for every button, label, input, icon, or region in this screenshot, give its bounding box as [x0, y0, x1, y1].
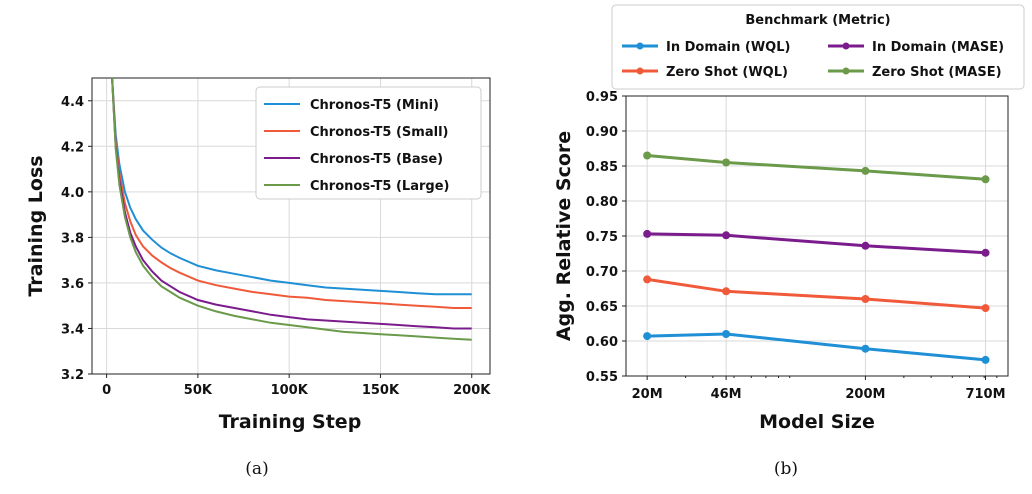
data-point-in-domain-mase- [643, 229, 652, 238]
legend-marker [842, 42, 850, 50]
y-axis-label: Training Loss [25, 155, 47, 296]
data-point-zero-shot-wql- [861, 295, 870, 303]
plot-area-frame [91, 77, 491, 375]
data-point-in-domain-wql- [861, 344, 870, 353]
legend-label: Zero Shot (MASE) [872, 65, 1002, 80]
y-tick-label: 4.0 [61, 186, 84, 201]
caption-b: (b) [774, 459, 798, 479]
legend: Benchmark (Metric) In Domain (WQL) Zero S… [611, 4, 1025, 90]
legend-label: Chronos-T5 (Base) [310, 152, 443, 167]
x-axis-label: Training Step [219, 411, 362, 433]
y-axis-label: Agg. Relative Score [553, 131, 575, 341]
series-line-chronos-t5-small- [111, 78, 472, 309]
y-tick-label: 0.80 [586, 195, 618, 210]
legend-label: Chronos-T5 (Large) [310, 179, 449, 194]
series-line-in-domain-wql- [647, 332, 986, 362]
legend-label: In Domain (WQL) [666, 40, 790, 55]
data-point-in-domain-mase- [861, 241, 870, 250]
y-tick-label: 0.95 [586, 90, 618, 105]
y-tick-label: 3.4 [61, 322, 84, 337]
series-line-chronos-t5-mini- [111, 78, 472, 296]
y-tick-label: 0.55 [586, 370, 618, 385]
y-tick-label: 0.75 [586, 230, 618, 245]
y-tick-label: 3.8 [61, 231, 84, 246]
legend: Chronos-T5 (Mini) Chronos-T5 (Small) Chron… [255, 86, 482, 200]
y-tick-label: 4.2 [61, 140, 84, 155]
y-tick-label: 0.65 [586, 300, 618, 315]
x-tick-label: 200K [453, 383, 491, 398]
data-point-in-domain-mase- [722, 231, 731, 240]
x-tick-label: 20M [632, 387, 663, 402]
x-tick-label: 710M [965, 387, 1005, 402]
y-tick-label: 3.6 [61, 277, 84, 292]
data-point-zero-shot-mase- [981, 175, 990, 184]
caption-a: (a) [245, 459, 268, 479]
y-tick-label: 0.90 [586, 125, 618, 140]
legend-marker [636, 67, 644, 75]
model-size-chart: 20M 46M 200M 710M 0.55 0.60 0.65 0.70 0.75 0.80 0.… [553, 4, 1025, 479]
data-point-zero-shot-mase- [643, 151, 652, 160]
y-tick-label: 0.70 [586, 265, 618, 280]
legend-label: Chronos-T5 (Mini) [310, 98, 439, 113]
legend-marker [636, 42, 644, 50]
data-point-zero-shot-wql- [722, 287, 731, 296]
series-line-zero-shot-mase- [647, 154, 986, 181]
legend-title: Benchmark (Metric) [745, 13, 890, 28]
data-point-zero-shot-mase- [722, 158, 731, 167]
data-point-in-domain-wql- [981, 355, 990, 364]
data-point-zero-shot-wql- [643, 275, 652, 284]
legend-label: Chronos-T5 (Small) [310, 125, 448, 140]
x-tick-label: 150K [362, 383, 400, 398]
series-line-chronos-t5-large- [111, 78, 472, 341]
x-tick-label: 46M [711, 387, 742, 402]
series-line-in-domain-mase- [647, 232, 986, 255]
legend-marker [842, 67, 850, 75]
x-tick-label: 50K [184, 383, 213, 398]
training-loss-chart: 0 50K 100K 150K 200K 3.2 3.4 3.6 3.8 4.0 4.2 4.4 Tr… [25, 77, 491, 479]
x-tick-label: 100K [271, 383, 309, 398]
x-axis-label: Model Size [759, 411, 875, 433]
y-tick-label: 0.60 [586, 335, 618, 350]
series-line-chronos-t5-base- [111, 78, 472, 330]
series-line-zero-shot-wql- [646, 277, 986, 310]
y-tick-label: 4.4 [61, 95, 84, 110]
x-tick-label: 200M [845, 387, 885, 402]
legend-label: Zero Shot (WQL) [666, 65, 788, 80]
legend-label: In Domain (MASE) [872, 40, 1004, 55]
x-tick-label: 0 [102, 383, 111, 398]
data-point-zero-shot-mase- [861, 166, 870, 175]
y-tick-label: 0.85 [586, 160, 618, 175]
data-point-zero-shot-wql- [981, 304, 990, 313]
data-point-in-domain-wql- [643, 332, 652, 341]
data-point-in-domain-wql- [722, 330, 731, 338]
y-tick-label: 3.2 [61, 368, 84, 383]
data-point-in-domain-mase- [981, 248, 990, 257]
